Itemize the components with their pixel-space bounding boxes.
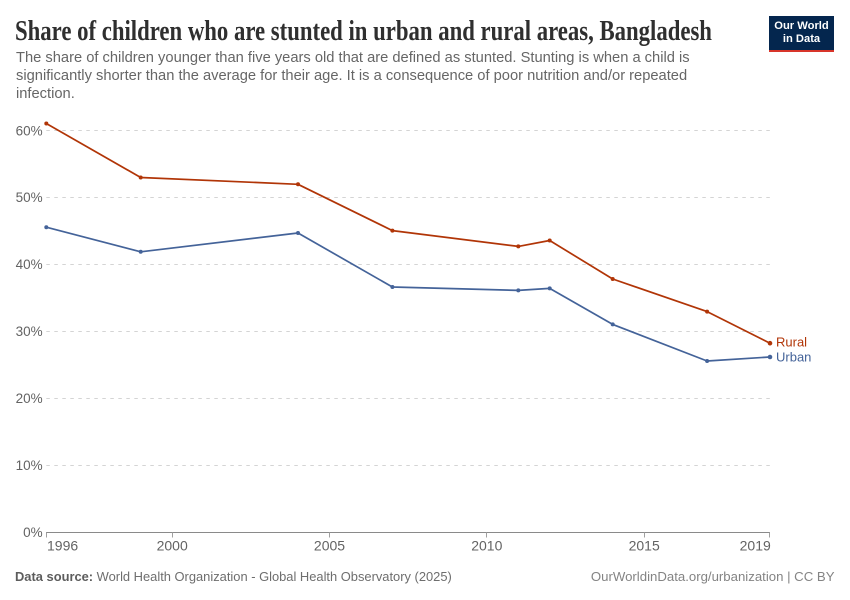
svg-text:2005: 2005: [314, 537, 345, 553]
svg-text:40%: 40%: [16, 257, 43, 272]
svg-text:0%: 0%: [23, 525, 43, 540]
svg-text:50%: 50%: [16, 190, 43, 205]
svg-text:20%: 20%: [16, 391, 43, 406]
svg-text:Rural: Rural: [776, 334, 807, 349]
svg-text:60%: 60%: [16, 123, 43, 138]
svg-text:30%: 30%: [16, 324, 43, 339]
svg-text:Urban: Urban: [776, 349, 811, 364]
svg-text:2010: 2010: [471, 537, 502, 553]
svg-text:1996: 1996: [47, 537, 78, 553]
svg-text:2019: 2019: [740, 537, 771, 553]
svg-text:2015: 2015: [629, 537, 660, 553]
svg-text:10%: 10%: [16, 458, 43, 473]
svg-text:2000: 2000: [157, 537, 188, 553]
